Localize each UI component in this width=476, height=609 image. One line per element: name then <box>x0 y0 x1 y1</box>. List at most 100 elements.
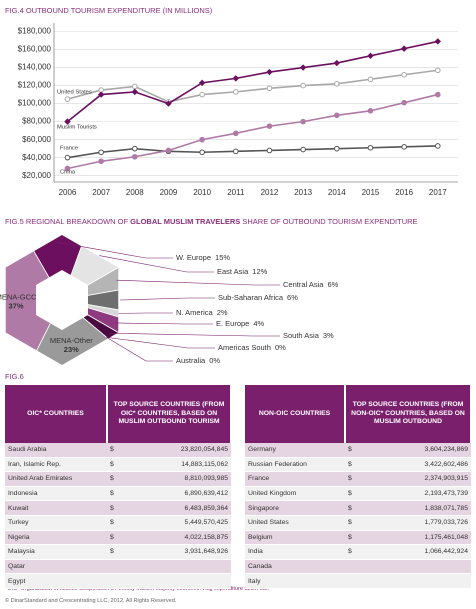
marker <box>299 64 307 71</box>
value-label: 6% <box>287 293 298 302</box>
y-tick-label: $180,000 <box>18 27 52 36</box>
segment-label: East Asia 12% <box>217 267 268 276</box>
footnote: *OIC=Organization of Islamic Cooperation… <box>5 586 270 592</box>
series-label: United States <box>57 90 92 96</box>
segment-label: Americas South 0% <box>218 343 286 352</box>
table-cell: 8,810,093,985 <box>119 471 232 487</box>
x-tick-label: 2016 <box>395 188 413 197</box>
marker <box>367 144 374 151</box>
value-label: 2% <box>217 308 228 317</box>
series-label: France <box>60 146 78 152</box>
table-cell: 2,374,903,915 <box>357 471 471 487</box>
table-cell: $ <box>107 515 119 531</box>
table-cell: $ <box>345 515 357 531</box>
marker <box>367 76 374 83</box>
x-tick-label: 2013 <box>294 188 312 197</box>
series-line <box>67 93 438 170</box>
table-cell: Nigeria <box>5 530 107 546</box>
table-cell: $ <box>107 530 119 546</box>
marker <box>199 149 205 156</box>
header-cell: NON-OIC COUNTRIES <box>245 385 346 443</box>
marker <box>165 100 172 107</box>
value-label: 12% <box>252 267 267 276</box>
title-part: FIG.5 REGIONAL BREAKDOWN OF <box>5 217 130 226</box>
pie-segment <box>61 299 119 361</box>
table-cell <box>345 573 357 589</box>
y-tick-label: $160,000 <box>18 45 52 54</box>
marker <box>132 153 138 160</box>
value-label: 23% <box>64 345 79 354</box>
marker <box>266 147 273 154</box>
marker <box>98 158 104 165</box>
marker <box>64 165 71 172</box>
table-cell: United States <box>245 515 345 531</box>
data-table: OIC* COUNTRIES TOP SOURCE COUNTRIES (FROM… <box>5 385 233 589</box>
series-label: China <box>60 170 76 176</box>
table-cell: Belgium <box>245 530 345 546</box>
segment-label: E. Europe 4% <box>216 319 265 328</box>
series-line <box>66 40 438 123</box>
thead: NON-OIC COUNTRIES TOP SOURCE COUNTRIES (F… <box>245 385 472 443</box>
marker <box>132 145 138 152</box>
y-tick-label: $20,000 <box>22 171 51 180</box>
marker <box>97 91 105 98</box>
leader-line <box>106 336 215 349</box>
leader-line <box>109 332 280 337</box>
x-tick-label: 2008 <box>126 188 144 197</box>
fig6-title: FIG.6 <box>5 372 24 381</box>
table-cell: France <box>245 471 345 487</box>
category: South Asia <box>283 331 320 340</box>
table-cell: 4,022,158,875 <box>119 530 232 546</box>
header-cell: OIC* COUNTRIES <box>5 385 108 443</box>
table-row: Nigeria $4,022,158,875 <box>5 530 232 546</box>
segment-label: South Asia 3% <box>283 331 334 340</box>
x-tick-label: 2017 <box>429 188 447 197</box>
category: W. Europe <box>176 253 211 262</box>
table-row: Italy <box>245 573 471 589</box>
table-row: United Arab Emirates $8,810,093,985 <box>5 471 232 487</box>
table-cell: Iran, Islamic Rep. <box>5 457 107 473</box>
tbody: Germany $3,604,234,869 Russian Federation $… <box>245 443 471 589</box>
marker <box>334 80 340 87</box>
marker <box>334 112 340 119</box>
table-cell: $ <box>345 500 357 516</box>
table-cell: 1,175,461,048 <box>357 530 471 546</box>
leader-line <box>56 241 173 259</box>
header-row: OIC* COUNTRIES TOP SOURCE COUNTRIES (FROM… <box>5 385 233 443</box>
table-row: Belgium $1,175,461,048 <box>245 530 471 546</box>
fig5-title: FIG.5 REGIONAL BREAKDOWN OF GLOBAL MUSLI… <box>5 217 418 226</box>
copyright: © DinarStandard and Crescentrating LLC, … <box>5 598 177 604</box>
table-cell: 23,820,054,845 <box>119 443 232 458</box>
segment-label: W. Europe 15% <box>176 253 230 262</box>
marker <box>199 91 205 98</box>
x-tick-label: 2006 <box>59 188 77 197</box>
table-cell: Turkey <box>5 515 107 531</box>
series-line <box>67 145 438 159</box>
x-tick-label: 2012 <box>261 188 279 197</box>
marker <box>64 118 71 125</box>
table-cell <box>119 573 232 589</box>
table-cell: 1,838,071,785 <box>357 500 471 516</box>
table-cell <box>357 573 471 589</box>
x-tick-label: 2010 <box>193 188 211 197</box>
table-cell: Singapore <box>245 500 345 516</box>
y-tick-label: $80,000 <box>22 117 51 126</box>
value-label: 15% <box>215 253 230 262</box>
table-cell: 14,883,115,062 <box>119 457 232 473</box>
marker <box>435 91 441 98</box>
table-row: Canada <box>245 559 471 575</box>
leader-line <box>119 297 215 301</box>
marker <box>435 67 441 74</box>
marker <box>434 38 441 45</box>
marker <box>401 71 407 78</box>
title-part: GLOBAL MUSLIM TRAVELERS <box>130 217 240 226</box>
marker <box>165 147 172 154</box>
table-row: Singapore $1,838,071,785 <box>245 500 471 516</box>
category: Sub-Saharan Africa <box>218 293 284 302</box>
table-cell: $ <box>107 486 119 502</box>
title-part: SHARE OF OUTBOUND TOURISM EXPENDITURE <box>240 217 417 226</box>
table-cell: 1,066,442,924 <box>357 544 471 560</box>
table-cell <box>119 559 232 575</box>
